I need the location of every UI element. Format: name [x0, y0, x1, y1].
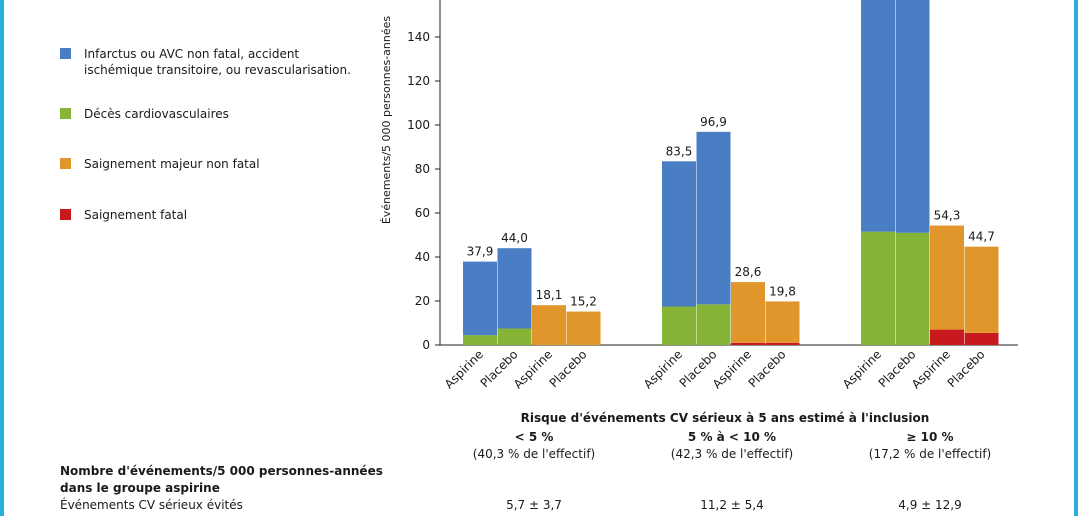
bar-segment [497, 328, 532, 345]
x-tick-label: Aspirine [710, 347, 754, 391]
x-tick-label: Aspirine [909, 347, 953, 391]
bar-segment [895, 232, 930, 345]
bar-segment [731, 342, 765, 345]
bar-segment [463, 261, 497, 336]
bar-segment [566, 311, 601, 345]
y-axis-title: Événements/5 000 personnes-années [380, 16, 393, 225]
x-tick-label: Aspirine [511, 347, 555, 391]
legend-swatch-red [60, 209, 71, 220]
left-border [0, 0, 4, 516]
legend-item-saignement-majeur: Saignement majeur non fatal [60, 156, 260, 172]
legend-label: Infarctus ou AVC non fatal, accident isc… [84, 47, 351, 77]
bar-segment [861, 231, 895, 345]
bar-segment [696, 304, 731, 345]
bar-segment [532, 305, 566, 345]
legend: Infarctus ou AVC non fatal, accident isc… [60, 0, 380, 240]
bar-segment [497, 248, 532, 329]
y-tick-label: 80 [415, 162, 430, 176]
y-tick-label: 40 [415, 250, 430, 264]
y-tick-label: 100 [407, 118, 430, 132]
bar-value-label: 83,5 [666, 144, 693, 158]
x-tick-label: Aspirine [641, 347, 685, 391]
y-tick-label: 140 [407, 30, 430, 44]
bar-segment [696, 131, 731, 305]
bar-value-label: 37,9 [467, 245, 494, 259]
bar-segment [964, 332, 999, 345]
bar-segment [861, 0, 895, 232]
bar-value-label: 54,3 [934, 209, 961, 223]
bar-segment [662, 161, 696, 307]
legend-label: Saignement majeur non fatal [84, 157, 260, 171]
y-tick-label: 120 [407, 74, 430, 88]
y-tick-label: 60 [415, 206, 430, 220]
bar-segment [964, 246, 999, 333]
y-tick-label: 20 [415, 294, 430, 308]
legend-item-saignement-fatal: Saignement fatal [60, 207, 187, 223]
bar-value-label: 19,8 [769, 284, 796, 298]
legend-label: Décès cardiovasculaires [84, 107, 229, 121]
x-tick-label: Placebo [945, 347, 988, 390]
legend-swatch-orange [60, 158, 71, 169]
bar-value-label: 18,1 [536, 288, 563, 302]
right-border [1074, 0, 1078, 516]
x-tick-label: Aspirine [442, 347, 486, 391]
legend-label: Saignement fatal [84, 208, 188, 222]
x-tick-label: Aspirine [840, 347, 884, 391]
bar-segment [765, 301, 800, 343]
y-tick-label: 0 [422, 338, 430, 352]
bar-segment [930, 329, 964, 345]
bar-segment [463, 335, 497, 345]
bar-segment [930, 225, 964, 330]
bar-value-label: 96,9 [700, 115, 727, 129]
bar-value-label: 15,2 [570, 295, 597, 309]
bar-segment [765, 342, 800, 345]
legend-item-deces: Décès cardiovasculaires [60, 106, 229, 122]
bar-segment [731, 282, 765, 343]
legend-swatch-blue [60, 48, 71, 59]
x-tick-label: Placebo [746, 347, 789, 390]
legend-swatch-green [60, 108, 71, 119]
bar-value-label: 44,7 [968, 230, 995, 244]
x-tick-label: Placebo [547, 347, 590, 390]
bar-segment [895, 0, 930, 233]
bar-value-label: 28,6 [735, 265, 762, 279]
bar-segment [662, 306, 696, 345]
legend-item-infarctus: Infarctus ou AVC non fatal, accident isc… [60, 46, 351, 78]
bar-value-label: 44,0 [501, 231, 528, 245]
